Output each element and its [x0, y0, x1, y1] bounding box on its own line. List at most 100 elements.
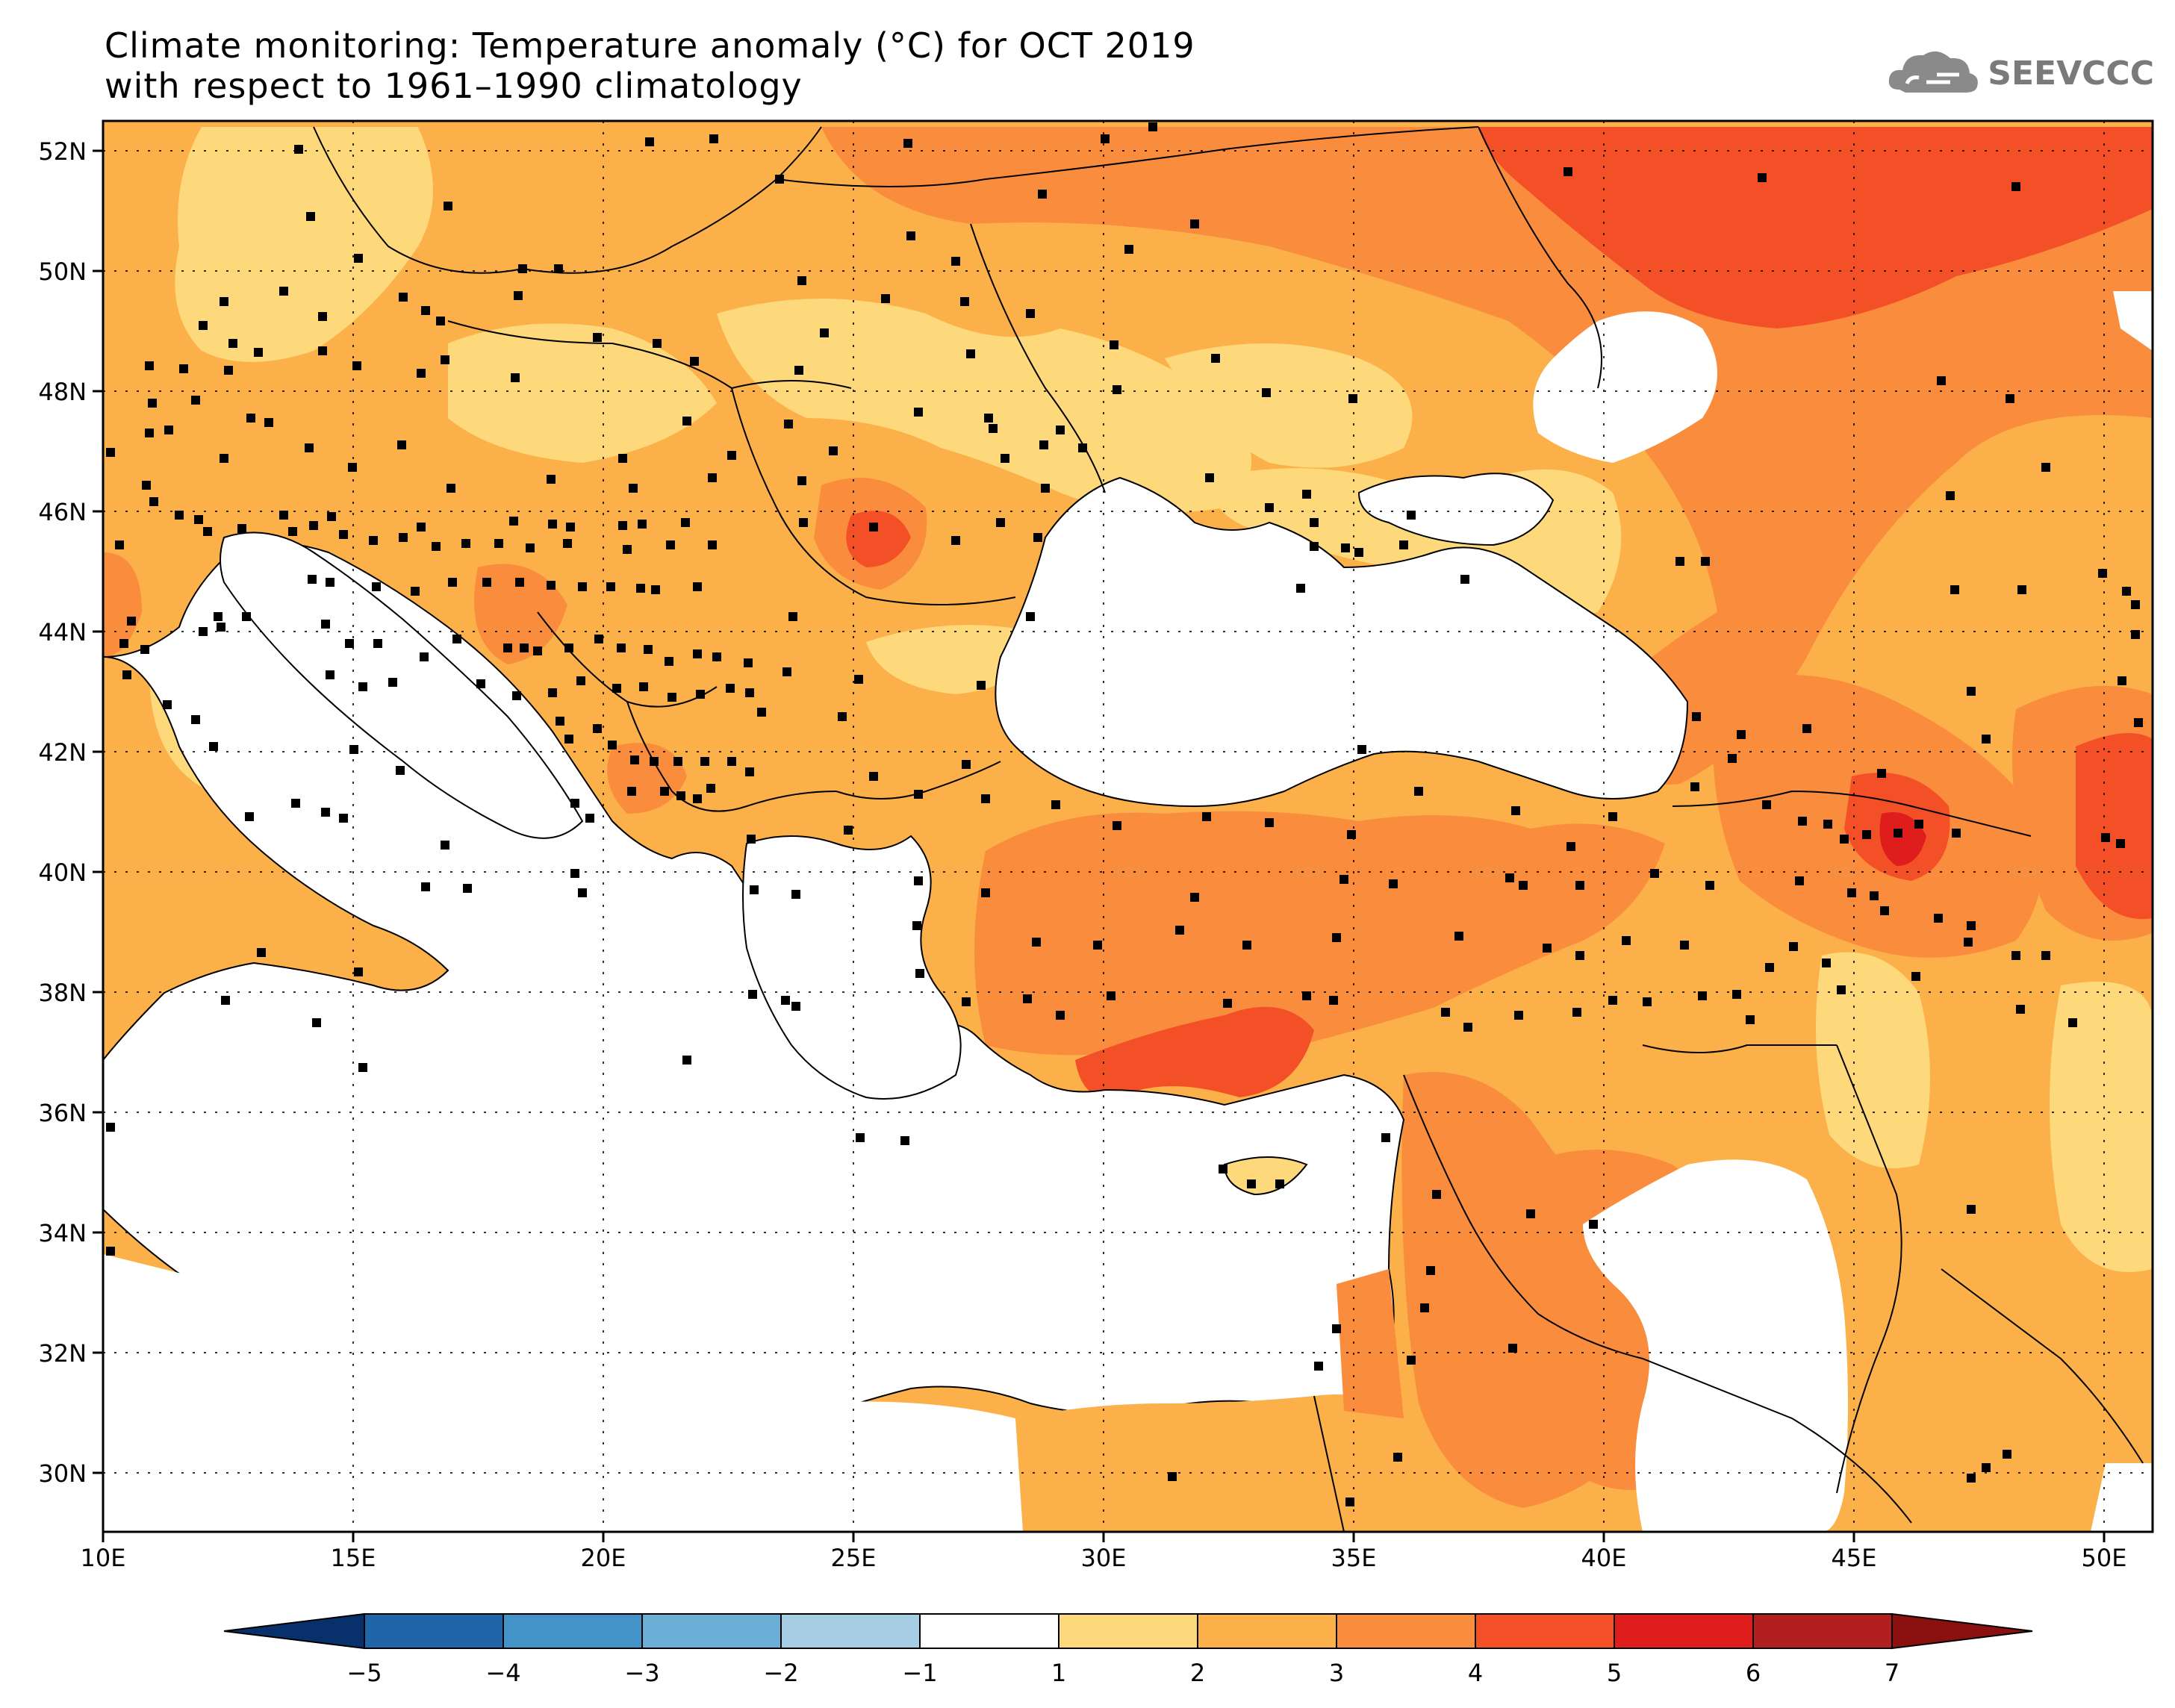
station-marker: [224, 366, 233, 375]
station-marker: [1822, 959, 1831, 967]
station-marker: [1870, 891, 1879, 900]
graticule: [103, 121, 2153, 1532]
station-marker: [321, 620, 330, 629]
colorbar-label: 3: [1329, 1659, 1344, 1687]
station-marker: [1765, 963, 1774, 972]
colorbar-swatch: [641, 1613, 782, 1649]
station-marker: [1420, 1303, 1429, 1312]
anomaly-zone-1-2-central-europe: [175, 127, 433, 362]
station-marker: [709, 134, 718, 143]
station-marker: [246, 414, 255, 423]
anomaly-zone-4-5-caspian: [2076, 733, 2153, 920]
station-marker: [636, 584, 645, 593]
station-marker: [791, 890, 800, 899]
station-marker: [1746, 1015, 1755, 1024]
station-marker: [1967, 921, 1976, 930]
colorbar-swatch: [1058, 1613, 1198, 1649]
station-marker: [1847, 888, 1856, 897]
colorbar-label: 2: [1190, 1659, 1205, 1687]
lon-tick-label: 40E: [1581, 1544, 1627, 1572]
lon-tick-label: 20E: [581, 1544, 626, 1572]
station-marker: [1698, 991, 1707, 1000]
station-marker: [696, 690, 705, 699]
station-marker: [900, 1136, 909, 1145]
lat-tick-label: 32N: [38, 1339, 87, 1368]
station-marker: [1041, 484, 1050, 493]
station-marker: [509, 517, 518, 526]
station-marker: [820, 328, 829, 337]
station-marker: [214, 612, 223, 621]
station-marker: [1737, 730, 1746, 739]
station-marker: [369, 536, 378, 545]
station-marker: [962, 760, 971, 769]
station-marker: [1454, 932, 1463, 941]
station-marker: [421, 306, 430, 315]
station-marker: [1310, 518, 1319, 527]
station-marker: [554, 264, 563, 273]
station-marker: [1339, 875, 1348, 884]
station-marker: [1265, 818, 1274, 827]
station-marker: [748, 990, 757, 999]
station-marker: [533, 646, 542, 655]
station-marker: [417, 523, 426, 532]
station-marker: [254, 348, 263, 357]
station-marker: [372, 582, 381, 591]
station-marker: [1946, 491, 1955, 500]
station-marker: [915, 969, 924, 978]
station-marker: [1407, 511, 1416, 520]
anomaly-zone-3-4-macedonia: [607, 743, 687, 814]
station-marker: [175, 511, 184, 520]
station-marker: [476, 679, 485, 688]
station-marker: [681, 518, 690, 527]
station-marker: [148, 399, 157, 408]
station-marker: [145, 428, 154, 437]
colorbar-label: −2: [763, 1659, 798, 1687]
station-marker: [706, 784, 715, 793]
station-marker: [512, 691, 521, 700]
lon-tick-label: 35E: [1331, 1544, 1377, 1572]
station-marker: [2131, 630, 2140, 639]
anomaly-zone-3-4-balkans: [474, 564, 567, 664]
station-marker: [869, 772, 878, 781]
station-marker: [279, 511, 288, 520]
station-marker: [854, 675, 863, 684]
station-marker: [1426, 1266, 1435, 1275]
station-marker: [1205, 473, 1214, 482]
station-marker: [503, 643, 512, 652]
station-marker: [912, 921, 921, 930]
cyprus-land: [1223, 1156, 1308, 1196]
no-data-mask-kazakhstan: [2113, 291, 2153, 351]
station-marker: [2016, 1005, 2025, 1014]
colorbar-swatch: [1614, 1613, 1754, 1649]
station-marker: [1758, 173, 1767, 182]
station-marker: [1622, 936, 1631, 945]
station-marker: [1802, 724, 1811, 733]
station-marker: [1026, 612, 1035, 621]
station-marker: [441, 841, 449, 850]
station-marker: [1348, 394, 1357, 403]
station-marker: [653, 339, 662, 348]
no-data-mask-arabia: [1583, 1159, 1848, 1532]
station-marker: [1389, 879, 1398, 888]
station-marker: [690, 357, 699, 366]
station-marker: [570, 869, 579, 878]
station-marker: [318, 312, 327, 321]
colorbar-arrow-high: [1891, 1612, 2033, 1650]
egypt-land: [1015, 1394, 1404, 1532]
station-marker: [1381, 1133, 1390, 1142]
station-marker: [856, 1133, 865, 1142]
station-marker: [651, 585, 660, 594]
black-sea: [995, 476, 1689, 808]
station-marker: [411, 587, 420, 596]
station-marker: [797, 276, 806, 285]
station-marker: [511, 373, 520, 382]
station-marker: [1701, 557, 1710, 566]
lat-tick-label: 44N: [38, 618, 87, 646]
station-marker: [608, 741, 617, 749]
station-marker: [1175, 926, 1184, 935]
anomaly-zone-3-4-italy-west: [103, 552, 142, 657]
station-marker: [1952, 829, 1961, 838]
station-marker: [682, 1056, 691, 1065]
station-marker: [1211, 354, 1220, 363]
station-marker: [1680, 941, 1689, 950]
